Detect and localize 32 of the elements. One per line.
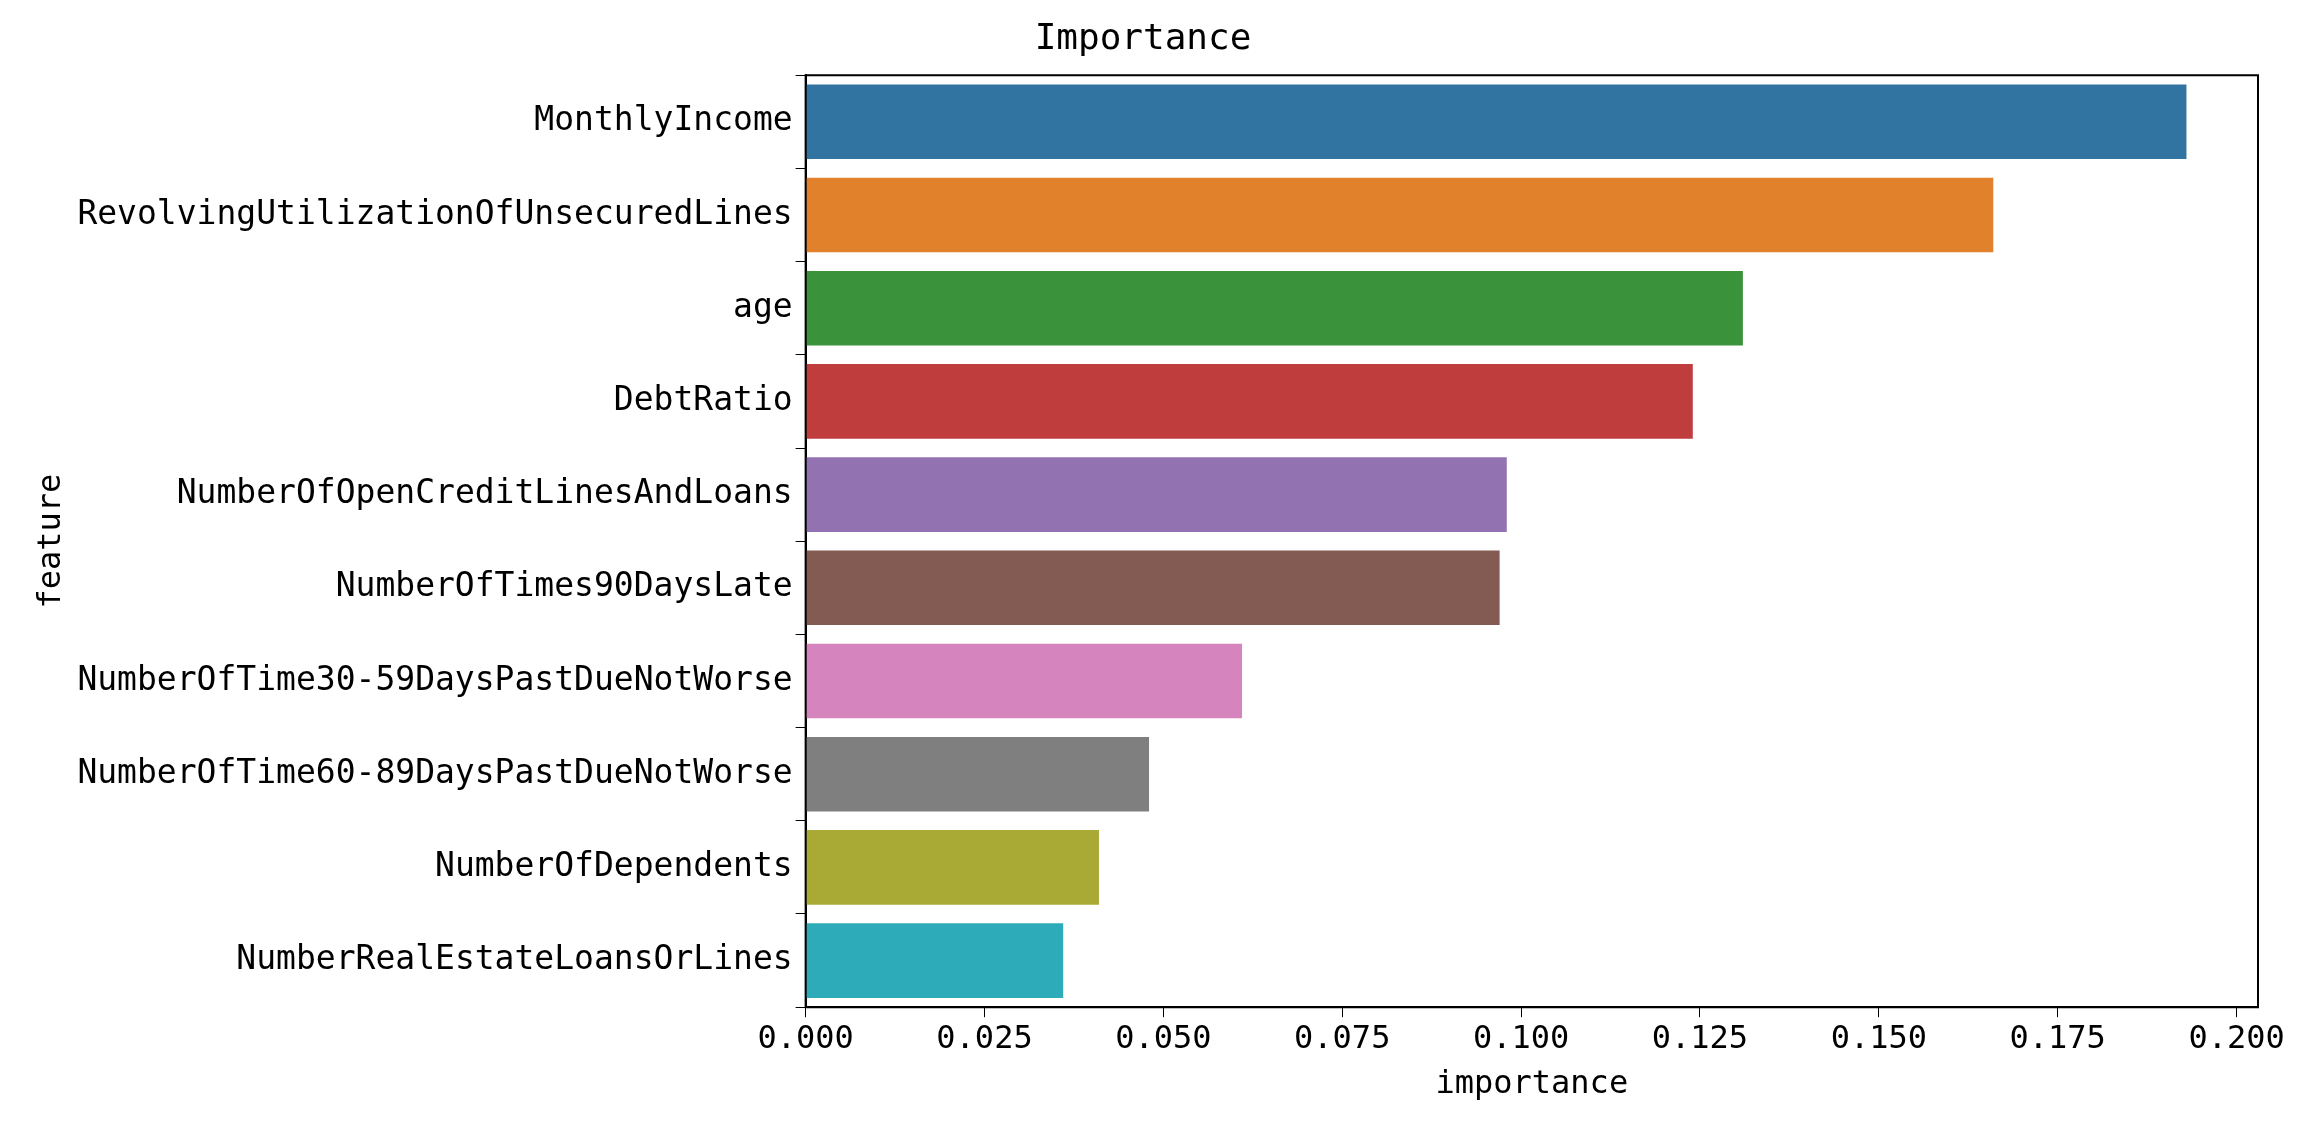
x-tick-label: 0.050 bbox=[1115, 1017, 1212, 1056]
y-tick-label: MonthlyIncome bbox=[534, 99, 793, 139]
x-axis-title: importance bbox=[1435, 1063, 1629, 1102]
bar bbox=[806, 364, 1693, 439]
y-tick-label: age bbox=[733, 285, 793, 325]
y-tick-label: NumberOfTime60-89DaysPastDueNotWorse bbox=[77, 751, 793, 791]
bar bbox=[806, 177, 1994, 253]
x-tick-label: 0.075 bbox=[1294, 1017, 1391, 1056]
bar bbox=[806, 923, 1064, 998]
bar bbox=[806, 736, 1150, 812]
x-tick-label: 0.200 bbox=[2188, 1017, 2285, 1056]
x-tick-label: 0.025 bbox=[936, 1017, 1033, 1056]
x-tick-label: 0.125 bbox=[1651, 1017, 1749, 1056]
y-tick-label: DebtRatio bbox=[613, 378, 793, 418]
bar bbox=[806, 550, 1500, 626]
y-tick-label: NumberOfTime30-59DaysPastDueNotWorse bbox=[77, 658, 793, 698]
y-tick-label: NumberOfDependents bbox=[435, 844, 793, 884]
bar bbox=[806, 457, 1507, 532]
y-axis-title: feature bbox=[29, 473, 68, 609]
chart-title: Importance bbox=[1034, 15, 1252, 57]
y-tick-label: NumberRealEstateLoansOrLines bbox=[236, 938, 793, 978]
x-tick-label: 0.100 bbox=[1472, 1017, 1570, 1056]
x-tick-label: 0.175 bbox=[2009, 1017, 2106, 1056]
y-tick-label: RevolvingUtilizationOfUnsecuredLines bbox=[77, 192, 793, 232]
bar bbox=[806, 830, 1099, 905]
bar bbox=[806, 84, 2187, 160]
y-tick-label: NumberOfOpenCreditLinesAndLoans bbox=[176, 472, 793, 512]
y-tick-label: NumberOfTimes90DaysLate bbox=[335, 565, 793, 605]
x-tick-label: 0.150 bbox=[1830, 1017, 1927, 1056]
x-tick-label: 0.000 bbox=[757, 1017, 854, 1056]
bar bbox=[806, 643, 1243, 719]
bar bbox=[806, 270, 1743, 346]
